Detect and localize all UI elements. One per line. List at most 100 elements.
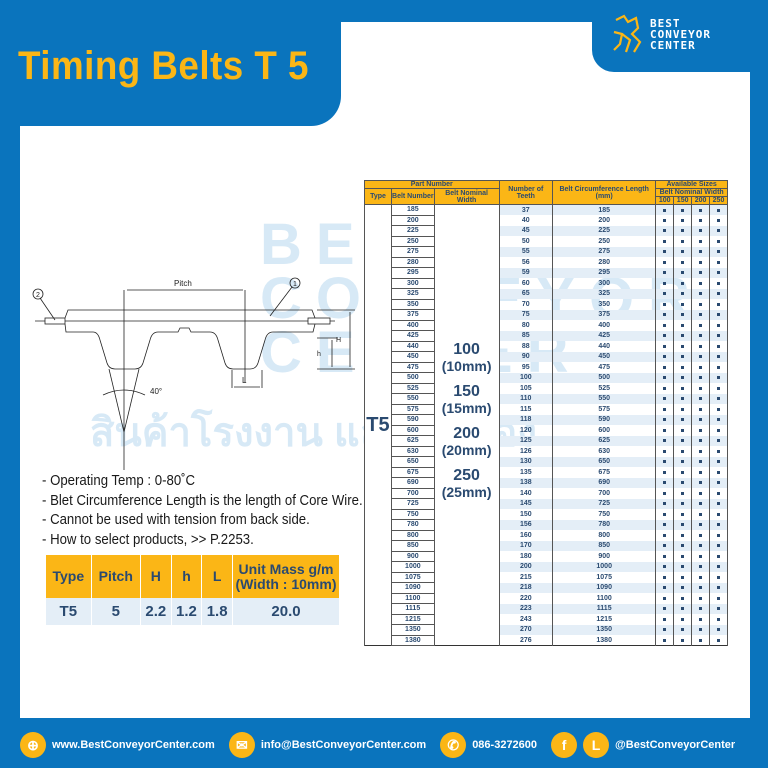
spec-header: h bbox=[171, 555, 203, 598]
teeth-count: 50 bbox=[498, 236, 554, 247]
line-icon[interactable]: L bbox=[583, 732, 610, 758]
available-mark bbox=[709, 582, 728, 593]
square-icon bbox=[663, 365, 667, 369]
available-mark bbox=[655, 383, 675, 394]
belt-number: 600 bbox=[390, 424, 435, 436]
available-mark bbox=[709, 614, 728, 625]
square-icon bbox=[663, 596, 667, 600]
table-row: 295 59 295 bbox=[365, 267, 728, 279]
square-icon bbox=[717, 565, 720, 569]
belt-number: 1350 bbox=[390, 624, 435, 636]
available-sizes-header: Available Sizes bbox=[655, 180, 728, 189]
square-icon bbox=[717, 512, 720, 516]
square-icon bbox=[663, 355, 667, 359]
belt-number: 1000 bbox=[390, 561, 435, 573]
teeth-count: 70 bbox=[498, 299, 554, 310]
square-icon bbox=[681, 491, 685, 495]
square-icon bbox=[717, 533, 720, 537]
phone-number[interactable]: 086-3272600 bbox=[472, 739, 538, 751]
table-row: 400 80 400 bbox=[365, 319, 728, 331]
available-mark bbox=[655, 341, 675, 352]
pitch-label: Pitch bbox=[174, 279, 192, 288]
belt-number: 675 bbox=[390, 466, 435, 478]
belt-diagram: Pitch 1 2 H h L 40° bbox=[32, 277, 355, 470]
teeth-count: 115 bbox=[498, 404, 554, 415]
square-icon bbox=[717, 376, 720, 380]
square-icon bbox=[663, 334, 667, 338]
square-icon bbox=[699, 376, 703, 380]
teeth-count: 126 bbox=[498, 446, 554, 457]
available-mark bbox=[655, 603, 675, 614]
available-mark bbox=[691, 540, 710, 551]
belt-number: 450 bbox=[390, 351, 435, 363]
teeth-count: 138 bbox=[498, 477, 554, 488]
note: - Operating Temp : 0-80˚C bbox=[42, 472, 196, 489]
belt-number: 690 bbox=[390, 477, 435, 489]
website-link[interactable]: www.BestConveyorCenter.com bbox=[52, 739, 215, 751]
teeth-count: 105 bbox=[498, 383, 554, 394]
square-icon bbox=[717, 302, 720, 306]
teeth-count: 118 bbox=[498, 414, 554, 425]
available-mark bbox=[691, 404, 710, 415]
belt-number: 400 bbox=[390, 319, 435, 331]
available-mark bbox=[655, 236, 675, 247]
available-mark bbox=[655, 530, 675, 541]
square-icon bbox=[699, 229, 703, 233]
table-row: 650 130 650 bbox=[365, 456, 728, 468]
square-icon bbox=[663, 544, 667, 548]
square-icon bbox=[663, 344, 667, 348]
square-icon bbox=[681, 239, 685, 243]
circumference: 350 bbox=[552, 299, 657, 310]
belt-table: Part Number Number of Teeth Belt Circumf… bbox=[364, 180, 728, 646]
belt-number: 500 bbox=[390, 372, 435, 384]
square-icon bbox=[663, 460, 667, 464]
belt-number: 625 bbox=[390, 435, 435, 447]
square-icon bbox=[681, 628, 685, 632]
callout-2: 2 bbox=[36, 292, 40, 299]
available-mark bbox=[709, 572, 728, 583]
square-icon bbox=[681, 554, 685, 558]
belt-number: 295 bbox=[390, 267, 435, 279]
H-label: H bbox=[336, 337, 341, 344]
nominal-width-option: 150 (15mm) bbox=[441, 383, 492, 416]
email-link[interactable]: info@BestConveyorCenter.com bbox=[260, 739, 427, 751]
square-icon bbox=[717, 586, 720, 590]
available-mark bbox=[673, 215, 693, 226]
belt-number: 185 bbox=[390, 204, 435, 216]
circumference: 725 bbox=[552, 498, 657, 509]
square-icon bbox=[681, 470, 685, 474]
table-row: 625 125 625 bbox=[365, 435, 728, 447]
square-icon bbox=[699, 439, 703, 443]
social-handle[interactable]: @BestConveyorCenter bbox=[615, 739, 736, 751]
table-row: 375 75 375 bbox=[365, 309, 728, 321]
facebook-icon[interactable]: f bbox=[551, 732, 578, 758]
table-row: 725 145 725 bbox=[365, 498, 728, 510]
square-icon bbox=[717, 281, 720, 285]
available-mark bbox=[691, 603, 710, 614]
belt-number: 1075 bbox=[390, 571, 435, 583]
square-icon bbox=[717, 460, 720, 464]
square-icon bbox=[717, 596, 720, 600]
teeth-count: 125 bbox=[498, 435, 554, 446]
square-icon bbox=[699, 323, 703, 327]
table-row: 780 156 780 bbox=[365, 519, 728, 531]
square-icon bbox=[699, 418, 703, 422]
square-icon bbox=[717, 470, 720, 474]
available-mark bbox=[655, 299, 675, 310]
available-mark bbox=[655, 477, 675, 488]
square-icon bbox=[699, 491, 703, 495]
square-icon bbox=[699, 523, 703, 527]
available-mark bbox=[691, 519, 710, 530]
available-mark bbox=[709, 225, 728, 236]
available-mark bbox=[691, 635, 710, 646]
square-icon bbox=[717, 334, 720, 338]
circumference: 650 bbox=[552, 456, 657, 467]
square-icon bbox=[663, 376, 667, 380]
square-icon bbox=[717, 218, 720, 222]
mail-icon: ✉ bbox=[228, 732, 255, 758]
spec-table: Type Pitch H h L Unit Mass g/m (Width : … bbox=[46, 555, 340, 625]
note: - Cannot be used with tension from back … bbox=[42, 511, 310, 528]
spec-cell: 5 bbox=[91, 598, 142, 625]
circumference: 425 bbox=[552, 330, 657, 341]
available-mark bbox=[673, 425, 693, 436]
